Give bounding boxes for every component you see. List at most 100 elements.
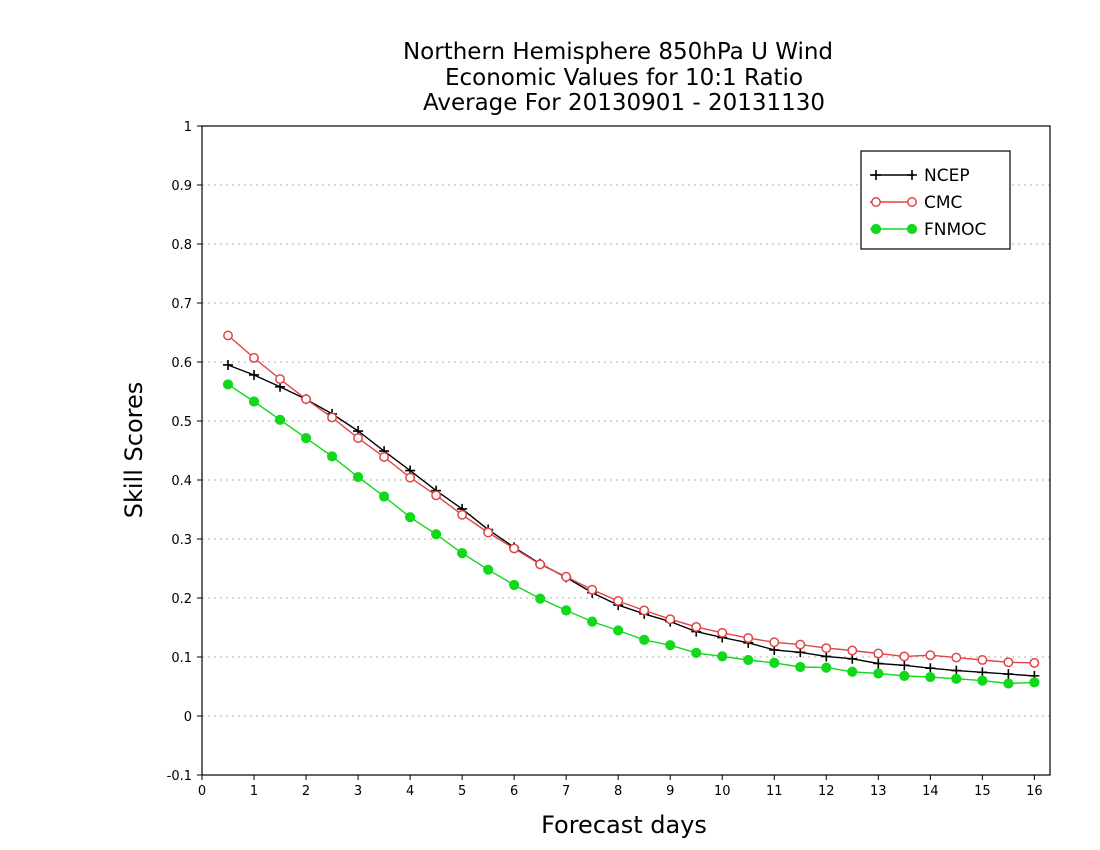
data-point bbox=[769, 637, 780, 648]
data-point bbox=[871, 170, 881, 180]
data-point bbox=[1003, 669, 1014, 680]
data-point bbox=[665, 640, 676, 651]
data-point bbox=[327, 412, 338, 423]
x-tick-label: 0 bbox=[198, 784, 206, 799]
chart-title-line-2: Economic Values for 10:1 Ratio bbox=[445, 65, 803, 91]
data-point bbox=[743, 654, 754, 666]
data-point bbox=[300, 433, 312, 444]
data-point bbox=[405, 472, 416, 483]
data-point bbox=[899, 670, 910, 681]
data-point bbox=[691, 621, 702, 632]
data-point bbox=[871, 197, 881, 207]
series-ncep bbox=[223, 359, 1040, 681]
data-point bbox=[873, 648, 884, 659]
data-point bbox=[587, 616, 598, 627]
data-point bbox=[431, 529, 442, 540]
data-point bbox=[873, 658, 884, 669]
data-point bbox=[535, 593, 546, 604]
data-point bbox=[509, 543, 520, 554]
data-point bbox=[1003, 657, 1014, 668]
data-point bbox=[907, 170, 917, 180]
series-group bbox=[222, 330, 1040, 689]
data-point bbox=[561, 571, 572, 582]
y-tick-label: 0 bbox=[184, 710, 192, 725]
x-tick-label: 8 bbox=[614, 784, 622, 799]
y-tick-label: -0.1 bbox=[167, 769, 192, 784]
legend-label: NCEP bbox=[924, 166, 970, 186]
data-point bbox=[977, 675, 988, 686]
data-point bbox=[535, 559, 546, 570]
data-point bbox=[483, 564, 494, 575]
axis-ticks: -0.100.10.20.30.40.50.60.70.80.910 1 2 3 4 5 6… bbox=[167, 120, 1043, 799]
data-point bbox=[509, 579, 520, 591]
x-tick-label: 5 bbox=[458, 784, 466, 799]
x-tick-label: 12 bbox=[818, 784, 835, 799]
data-point bbox=[821, 643, 832, 654]
y-tick-label: 1 bbox=[184, 120, 192, 135]
data-point bbox=[899, 651, 910, 662]
legend-box bbox=[860, 150, 1011, 250]
data-point bbox=[248, 396, 260, 407]
data-point bbox=[457, 548, 468, 559]
plot-area-frame bbox=[201, 125, 1051, 776]
data-point bbox=[326, 451, 338, 462]
data-point bbox=[925, 671, 936, 683]
data-point bbox=[275, 374, 285, 385]
y-tick-label: 0.4 bbox=[171, 474, 192, 489]
y-tick-label: 0.9 bbox=[171, 179, 192, 194]
x-tick-label: 16 bbox=[1026, 784, 1043, 799]
x-axis-label: Forecast days bbox=[541, 811, 707, 839]
x-tick-label: 3 bbox=[354, 784, 362, 799]
legend-item-cmc: CMC bbox=[870, 193, 962, 213]
data-point bbox=[352, 471, 364, 483]
data-point bbox=[977, 655, 988, 665]
x-tick-label: 2 bbox=[302, 784, 310, 799]
data-point bbox=[353, 433, 364, 444]
x-tick-label: 10 bbox=[714, 784, 731, 799]
data-point bbox=[613, 596, 624, 606]
data-point bbox=[665, 614, 676, 625]
legend: NCEP CMC FNMOC bbox=[860, 150, 1011, 250]
data-point bbox=[378, 491, 390, 502]
data-point bbox=[457, 509, 468, 520]
data-point bbox=[1003, 678, 1014, 689]
chart-title: Northern Hemisphere 850hPa U Wind Econom… bbox=[403, 39, 833, 116]
x-tick-label: 13 bbox=[870, 784, 887, 799]
y-tick-label: 0.1 bbox=[171, 651, 192, 666]
data-point bbox=[431, 490, 442, 501]
series-line bbox=[227, 364, 1035, 677]
data-point bbox=[873, 668, 884, 679]
data-point bbox=[821, 662, 832, 673]
series-line bbox=[227, 383, 1035, 685]
data-point bbox=[907, 197, 917, 207]
data-point bbox=[1029, 677, 1040, 688]
y-tick-label: 0.5 bbox=[171, 415, 192, 430]
legend-label: CMC bbox=[924, 193, 962, 213]
legend-label: FNMOC bbox=[924, 220, 986, 240]
y-tick-label: 0.6 bbox=[171, 356, 192, 371]
data-point bbox=[717, 651, 728, 662]
data-point bbox=[925, 663, 936, 674]
series-cmc bbox=[223, 330, 1040, 668]
data-point bbox=[899, 660, 910, 671]
y-tick-label: 0.3 bbox=[171, 533, 192, 548]
data-point bbox=[222, 379, 234, 390]
grid bbox=[202, 184, 1050, 717]
data-point bbox=[249, 369, 260, 380]
data-point bbox=[691, 647, 702, 658]
data-point bbox=[1029, 657, 1040, 668]
y-axis-label: Skill Scores bbox=[120, 382, 148, 519]
data-point bbox=[249, 352, 259, 363]
data-point bbox=[951, 652, 962, 663]
y-tick-label: 0.8 bbox=[171, 238, 192, 253]
data-point bbox=[951, 673, 962, 684]
data-point bbox=[925, 650, 936, 661]
x-tick-label: 9 bbox=[666, 784, 674, 799]
legend-item-ncep: NCEP bbox=[870, 166, 970, 186]
data-point bbox=[743, 633, 754, 644]
data-point bbox=[717, 627, 728, 638]
x-tick-label: 11 bbox=[766, 784, 783, 799]
data-point bbox=[906, 223, 918, 235]
data-point bbox=[613, 625, 624, 636]
